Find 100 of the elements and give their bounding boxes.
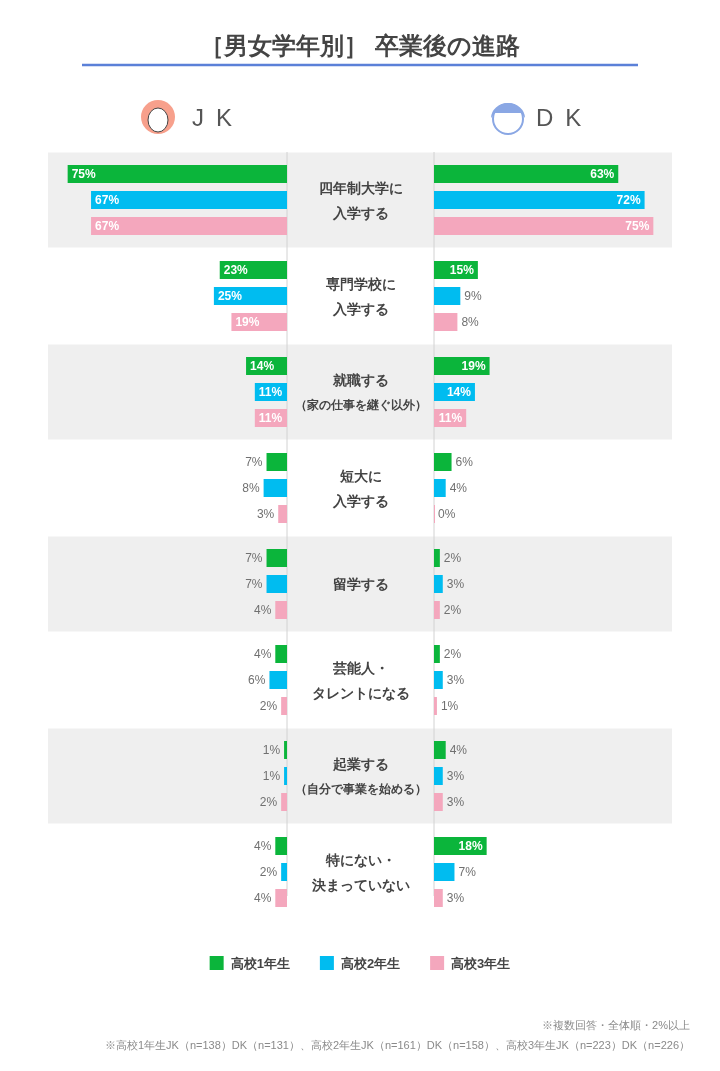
data-label: 18% [458,839,483,853]
y-tick-label: 起業する（自分で事業を始める） [294,755,427,796]
bar [263,479,287,497]
bar [434,889,443,907]
data-label: 67% [95,219,120,233]
bar [275,837,287,855]
data-label: 3% [446,891,465,905]
data-label: 19% [461,359,486,373]
data-label: 2% [443,551,462,565]
bar [269,671,287,689]
legend-label: 高校2年生 [340,955,401,971]
bar [434,165,619,183]
data-label: 14% [446,385,472,399]
chart-subtitle: JK [192,104,245,131]
data-label: 4% [449,743,468,757]
bar [434,549,440,567]
bar [434,645,440,663]
bar [434,863,455,881]
data-label: 23% [223,263,249,277]
chart-subtitle: DK [536,104,594,131]
bar [275,601,287,619]
bar [434,793,443,811]
data-label: 6% [248,673,266,687]
bar [266,453,287,471]
bar [91,191,287,209]
legend-label: 高校3年生 [451,955,511,971]
data-label: 2% [259,795,278,809]
bar [434,767,443,785]
bar [266,549,287,567]
y-tick-label: 特にない・決まっていない [310,851,410,893]
y-tick-label: 専門学校に入学する [324,275,396,317]
bar [275,645,287,663]
data-label: 4% [449,481,468,495]
data-label: 1% [262,743,281,757]
data-label: 14% [250,359,275,373]
data-label: 67% [95,193,120,207]
legend-label: 高校1年生 [230,955,290,971]
data-label: 0% [438,507,456,521]
bar [281,863,287,881]
data-label: 2% [443,603,462,617]
bar [284,741,287,759]
data-label: 4% [253,891,272,905]
bar [434,287,461,305]
y-tick-label: 芸能人・タレントになる [311,659,410,701]
data-label: 3% [446,795,465,809]
data-label: 4% [253,647,272,661]
bar [434,217,654,235]
y-tick-label: 四年制大学に入学する [318,179,403,221]
bar [434,671,443,689]
data-label: 1% [440,699,459,713]
bar [434,479,446,497]
y-tick-label: 短大に入学する [331,467,389,509]
data-label: 19% [235,315,260,329]
data-label: 3% [446,673,465,687]
data-label: 8% [242,481,260,495]
bar [434,575,443,593]
bar [434,697,437,715]
bar [434,601,440,619]
data-label: 7% [458,865,477,879]
bar [275,889,287,907]
bar [284,767,287,785]
data-label: 11% [258,411,283,425]
data-label: 75% [625,219,650,233]
data-label: 4% [253,839,272,853]
data-label: 15% [449,263,475,277]
data-label: 7% [245,455,263,469]
bar [91,217,287,235]
data-label: 8% [461,315,480,329]
data-label: 1% [262,769,281,783]
bar [281,793,287,811]
data-label: 4% [253,603,272,617]
data-label: 3% [446,577,465,591]
y-tick-label: 留学する [332,576,389,592]
bar [434,191,645,209]
data-label: 9% [464,289,482,303]
data-label: 25% [217,289,243,303]
data-label: 11% [438,411,463,425]
data-label: 3% [446,769,465,783]
data-label: 7% [245,551,263,565]
data-label: 75% [71,167,96,181]
bar [281,697,287,715]
data-label: 2% [259,865,278,879]
bar [278,505,287,523]
bar [67,165,287,183]
data-label: 11% [258,385,283,399]
text: ※高校1年生JK（n=138）DK（n=131）、高校2年生JK（n=161）DK（n=158）、高校3年生JK（n=223）DK（n=226） [104,1039,690,1051]
bar [434,313,458,331]
y-tick-label: 就職する（家の仕事を継ぐ以外） [294,371,427,412]
bar [266,575,287,593]
text: ※複数回答・全体順・2%以上 [542,1019,690,1031]
data-label: 3% [256,507,275,521]
data-label: 72% [616,193,641,207]
bar [434,741,446,759]
data-label: 7% [245,577,263,591]
data-label: 6% [455,455,474,469]
bar [434,453,452,471]
data-label: 2% [443,647,462,661]
text: ［男女学年別］ 卒業後の進路 [200,32,520,59]
data-label: 2% [259,699,278,713]
data-label: 63% [590,167,615,181]
